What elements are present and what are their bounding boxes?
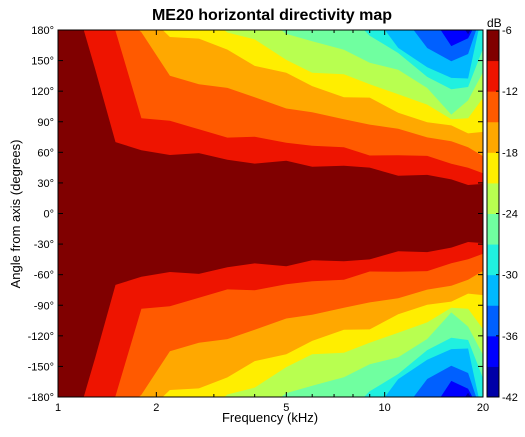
colorbar-tick-label: -30 (502, 270, 518, 282)
colorbar-segment (487, 335, 499, 367)
colorbar-segment (487, 274, 499, 306)
x-tick-label: 20 (477, 402, 489, 414)
colorbar-segment (487, 182, 499, 214)
y-tick-label: 60° (37, 147, 54, 159)
colorbar-tick-label: -24 (502, 209, 518, 221)
y-tick-label: 150° (31, 56, 54, 68)
y-tick-label: -180° (28, 392, 54, 404)
colorbar-segment (487, 91, 499, 123)
y-tick-label: -60° (34, 270, 54, 282)
colorbar-tick-label: -6 (502, 25, 512, 37)
y-tick-label: 180° (31, 25, 54, 37)
colorbar-tick-label: -18 (502, 147, 518, 159)
contour-band (465, 30, 471, 35)
x-tick-label: 1 (55, 402, 61, 414)
x-tick-label: 2 (153, 402, 159, 414)
colorbar-segment (487, 213, 499, 245)
colorbar-tick-label: -36 (502, 331, 518, 343)
colorbar-label: dB (487, 16, 502, 30)
colorbar-segment (487, 152, 499, 184)
y-tick-label: -30° (34, 239, 54, 251)
chart-title: ME20 horizontal directivity map (152, 7, 392, 24)
x-axis: 1 2 5 10 20 (55, 30, 489, 414)
contour-band (440, 380, 473, 397)
y-tick-label: 30° (37, 178, 54, 190)
colorbar-segment (487, 305, 499, 337)
contour-band (465, 392, 471, 397)
y-tick-label: -120° (28, 331, 54, 343)
colorbar-segment (487, 121, 499, 153)
y-axis: 180° 150° 120° 90° 60° 30° 0° -30° -60° -90° -120°… (28, 25, 483, 404)
colorbar-segment (487, 30, 499, 62)
y-axis-label: Angle from axis (degrees) (8, 140, 23, 289)
y-tick-label: -150° (28, 361, 54, 373)
x-tick-label: 5 (283, 402, 289, 414)
colorbar-segment (487, 244, 499, 276)
colorbar-tick-label: -12 (502, 86, 518, 98)
colorbar-segment (487, 366, 499, 398)
x-tick-label: 10 (379, 402, 391, 414)
x-axis-label: Frequency (kHz) (222, 410, 318, 425)
y-tick-label: 120° (31, 86, 54, 98)
y-tick-label: 0° (43, 209, 54, 221)
y-tick-label: -90° (34, 300, 54, 312)
colorbar-tick-label: -42 (502, 392, 518, 404)
y-tick-label: 90° (37, 117, 54, 129)
colorbar: -6 -12 -18 -24 -30 -36 -42 (486, 25, 518, 404)
contour-bands (58, 30, 483, 397)
contour-band (440, 30, 473, 47)
colorbar-segment (487, 60, 499, 92)
